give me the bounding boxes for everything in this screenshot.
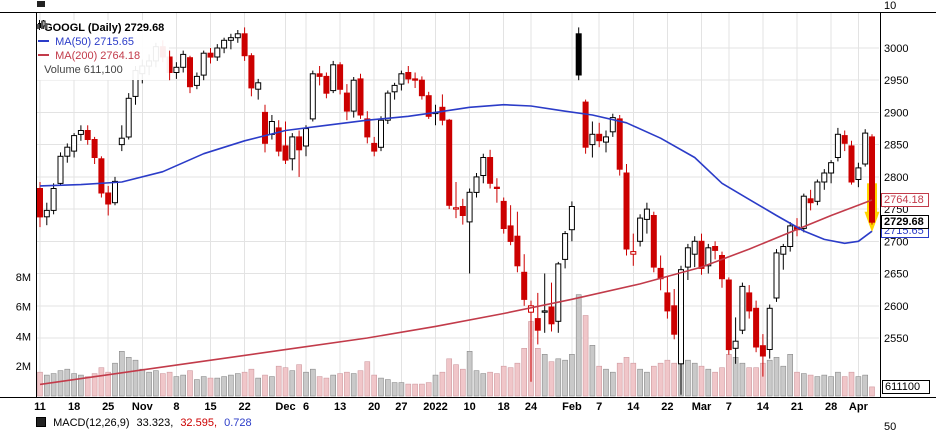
date-axis-label: 7 [726,401,732,413]
legend-symbol-label: GOOGL (Daily) 2729.68 [44,22,165,34]
date-axis-label: 18 [498,401,510,413]
date-axis-labels: 11 18 25 Nov 8 15 22 Dec 6 13 20 27 2022 10 18 24 Feb 7 14… [34,401,868,413]
date-axis-label: 14 [757,401,770,413]
legend-ma200-row: MA(200) 2764.18 [38,49,164,63]
legend-symbol-row: GOOGL (Daily) 2729.68 [38,20,165,35]
date-axis-label: Apr [849,401,869,413]
price-axis-labels: 3000 2950 2900 2850 2800 2750 2700 2650 2600 2550 [884,43,908,345]
price-axis-label: 2550 [884,333,908,345]
price-axis-label: 2850 [884,140,908,152]
macd-value-3: 0.728 [224,417,252,429]
date-axis-label: 25 [102,401,114,413]
date-axis-label: 6 [303,401,309,413]
macd-legend-row: MACD(12,26,9) 33.323, 32.595, 0.728 [36,417,256,429]
volume-bars [37,294,875,397]
macd-value-1: 33.323, [136,417,174,429]
date-axis-label: 22 [661,401,673,413]
price-axis-label: 2750 [884,204,908,216]
ma200-line-swatch [38,54,49,56]
date-axis-label: 27 [395,401,407,413]
price-axis-label: 2800 [884,172,908,184]
legend-ma200-label: MA(200) 2764.18 [55,50,141,62]
date-axis-label: 13 [334,401,346,413]
chart-legend: GOOGL (Daily) 2729.68 MA(50) 2715.65 MA(… [37,20,170,80]
last-volume-tag: 611100 [882,380,930,394]
date-axis-label: Mar [692,401,712,413]
ma200-price-tag: 2764.18 [881,193,929,207]
date-axis-label: 20 [368,401,380,413]
date-axis-label: Nov [132,401,154,413]
panel-borders [0,12,936,398]
price-axis-label: 2950 [884,75,908,87]
date-axis-label: 15 [204,401,216,413]
macd-value-2: 32.595, [180,417,218,429]
ma50-line-swatch [38,40,49,42]
legend-volume-label: Volume 611,100 [44,64,123,76]
candlesticks [37,27,875,395]
upper-panel-axis-label: 10 [884,0,897,12]
date-axis-label: 14 [627,401,640,413]
ma200-line [39,199,873,386]
date-axis-label: 2022 [423,401,447,413]
macd-indicator-icon [36,417,46,427]
volume-axis-label: 6M [16,302,31,314]
legend-volume-row: Volume 611,100 [37,21,164,77]
legend-ma50-row: MA(50) 2715.65 [38,35,164,49]
volume-axis-labels: 8M 6M 4M 2M [16,272,31,373]
price-axis-label: 2600 [884,301,908,313]
date-axis-label: 21 [791,401,803,413]
date-axis-label: 22 [238,401,250,413]
price-axis-label: 2650 [884,269,908,281]
legend-ma50-label: MA(50) 2715.65 [55,36,134,48]
ma50-line [39,103,873,245]
date-axis-label: Feb [562,401,582,413]
price-axis-label: 3000 [884,43,908,55]
date-axis-label: 8 [173,401,179,413]
date-axis-label: 24 [525,401,538,413]
volume-axis-label: 8M [16,272,31,284]
date-axis-label: 10 [463,401,475,413]
clipped-upper-panel-fragment [37,1,45,7]
date-axis-label: 28 [825,401,837,413]
volume-axis-label: 2M [16,361,31,373]
price-axis-label: 2900 [884,107,908,119]
date-axis-label: 11 [34,401,46,413]
macd-panel-axis-label: 50 [884,421,897,430]
date-axis-label: 7 [596,401,602,413]
last-price-tag: 2729.68 [881,215,929,229]
volume-axis-label: 4M [16,331,31,343]
date-axis-label: 18 [68,401,80,413]
price-axis-label: 2700 [884,236,908,248]
macd-label: MACD(12,26,9) [53,417,130,429]
date-axis-label: Dec [275,401,295,413]
